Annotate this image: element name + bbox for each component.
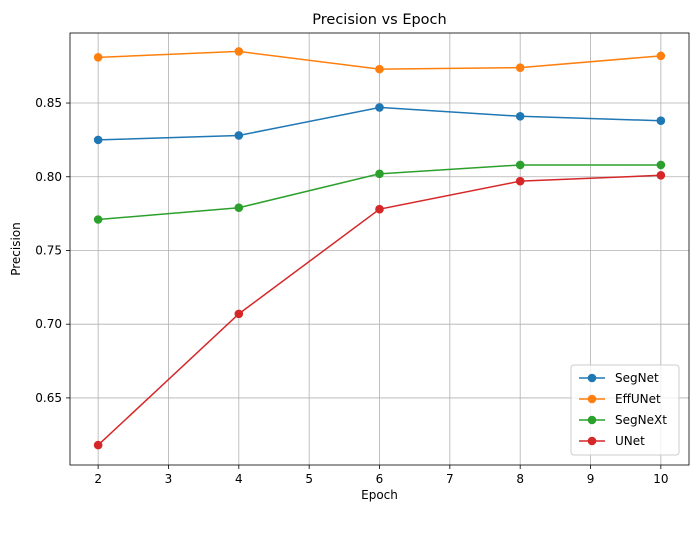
series-layer <box>93 47 666 450</box>
y-tick-label: 0.80 <box>35 170 62 184</box>
y-axis-label: Precision <box>9 222 23 276</box>
data-point-unet <box>656 170 666 180</box>
data-point-segnext <box>93 215 103 224</box>
series-unet <box>93 170 666 450</box>
legend-marker-segnext <box>587 415 597 425</box>
y-tick-label: 0.75 <box>35 243 62 257</box>
x-tick-label: 3 <box>165 472 173 486</box>
data-point-segnet <box>656 116 666 126</box>
legend: SegNet EffUNet SegNeXt UNet <box>570 364 680 456</box>
legend-marker-effunet <box>587 394 597 404</box>
x-tick-label: 7 <box>446 472 454 486</box>
data-point-unet <box>234 309 244 319</box>
data-point-unet <box>375 204 384 214</box>
data-point-segnet <box>515 112 525 121</box>
x-tick-label: 4 <box>235 472 243 486</box>
legend-label-unet: UNet <box>615 434 645 448</box>
y-tick-label: 0.85 <box>35 96 62 110</box>
x-tick-label: 8 <box>516 472 524 486</box>
data-point-unet <box>93 440 103 450</box>
data-point-effunet <box>656 51 666 61</box>
data-point-segnet <box>93 135 103 145</box>
y-axis: 0.65 0.70 0.75 0.80 0.85 <box>35 96 70 405</box>
data-point-effunet <box>375 64 384 74</box>
x-axis-label: Epoch <box>361 488 398 502</box>
legend-label-effunet: EffUNet <box>615 392 661 406</box>
data-point-effunet <box>93 53 103 62</box>
data-point-effunet <box>515 63 525 72</box>
data-point-segnext <box>234 203 244 213</box>
data-point-unet <box>515 176 525 186</box>
legend-label-segnet: SegNet <box>615 371 659 385</box>
y-tick-label: 0.65 <box>35 391 62 405</box>
legend-marker-unet <box>587 436 597 446</box>
data-point-segnext <box>375 169 384 179</box>
y-tick-label: 0.70 <box>35 317 62 331</box>
x-tick-label: 6 <box>376 472 384 486</box>
series-effunet <box>93 47 666 74</box>
series-segnet <box>93 103 666 145</box>
x-axis: 2 3 4 5 6 7 8 9 10 <box>94 465 669 486</box>
series-segnext <box>93 160 666 224</box>
data-point-segnext <box>515 160 525 170</box>
data-point-segnet <box>234 131 244 140</box>
data-point-effunet <box>234 47 244 56</box>
legend-marker-segnet <box>587 373 597 383</box>
x-tick-label: 2 <box>94 472 102 486</box>
data-point-segnet <box>375 103 384 112</box>
legend-label-segnext: SegNeXt <box>615 413 667 427</box>
x-tick-label: 5 <box>305 472 313 486</box>
chart-title: Precision vs Epoch <box>312 12 446 28</box>
x-tick-label: 10 <box>653 472 668 486</box>
data-point-segnext <box>656 160 666 170</box>
x-tick-label: 9 <box>587 472 595 486</box>
legend-box <box>570 364 680 456</box>
